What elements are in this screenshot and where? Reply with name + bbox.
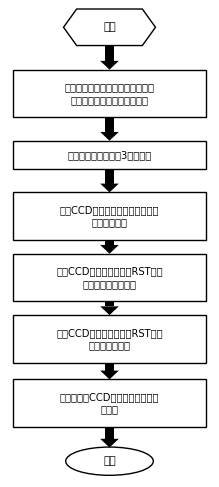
Bar (105, 169, 114, 184)
Polygon shape (100, 245, 119, 254)
Bar (105, 301, 114, 306)
Text: 给出准确的CCD信号采样位置并进
行验证: 给出准确的CCD信号采样位置并进 行验证 (60, 392, 159, 414)
Text: 结束: 结束 (103, 456, 116, 466)
Text: 给出CCD模拟信号在一个像元周期
内的完整波形: 给出CCD模拟信号在一个像元周期 内的完整波形 (60, 205, 159, 227)
Text: 分析CCD模拟信号波形及RST信号
随输入光强变化: 分析CCD模拟信号波形及RST信号 随输入光强变化 (56, 328, 163, 350)
Polygon shape (100, 61, 119, 70)
Bar (105, 46, 114, 61)
Polygon shape (100, 132, 119, 141)
Bar (105, 240, 114, 245)
Polygon shape (100, 439, 119, 448)
Bar (13, 192, 206, 240)
Bar (13, 141, 206, 169)
Ellipse shape (66, 447, 153, 475)
Bar (105, 427, 114, 439)
Polygon shape (100, 371, 119, 379)
Bar (13, 70, 206, 117)
Bar (13, 315, 206, 363)
Text: 开始: 开始 (103, 22, 116, 32)
Bar (105, 117, 114, 132)
Polygon shape (100, 184, 119, 192)
Bar (13, 254, 206, 301)
Bar (13, 379, 206, 427)
Polygon shape (64, 9, 155, 46)
Polygon shape (100, 306, 119, 315)
Text: 分析CCD模拟信号波形及RST信号
随相机工作状态变化: 分析CCD模拟信号波形及RST信号 随相机工作状态变化 (56, 266, 163, 289)
Bar (105, 363, 114, 371)
Text: 选取参考采样位置，并依次改变采
样位置得到所有采样位置图像: 选取参考采样位置，并依次改变采 样位置得到所有采样位置图像 (65, 82, 154, 105)
Text: 统计图像、计算图像3个特征值: 统计图像、计算图像3个特征值 (67, 150, 152, 160)
